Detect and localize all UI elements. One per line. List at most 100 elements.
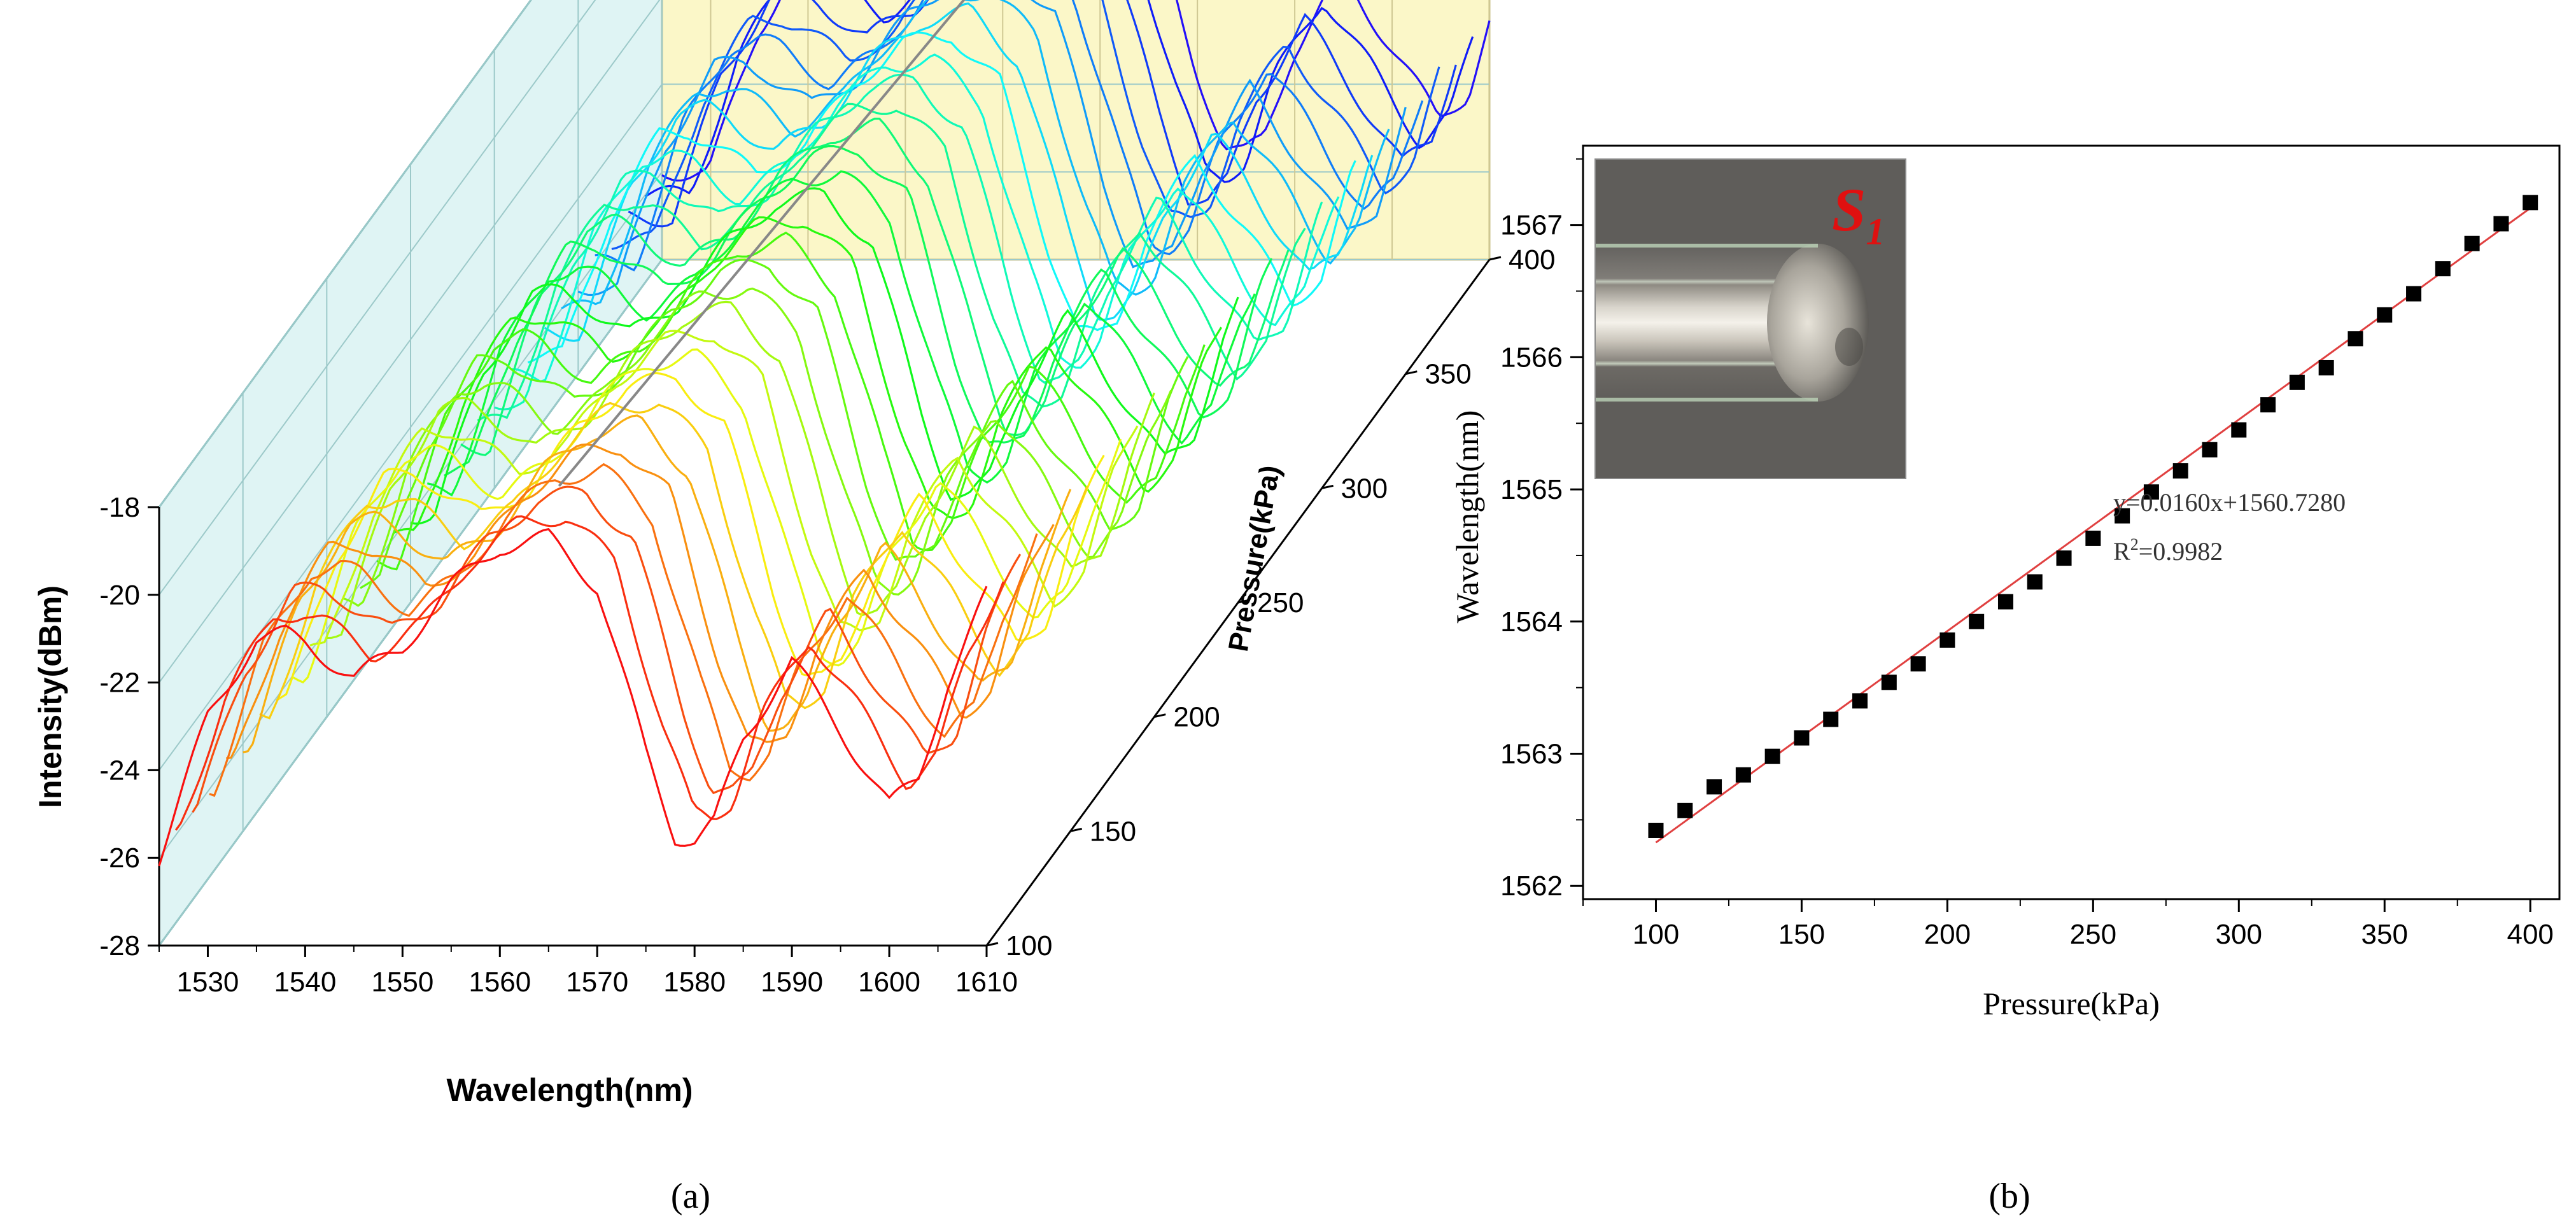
y-tick-label: 1562 <box>1500 870 1563 902</box>
panel-b-tick-labels: 100 150 200 250 300 350 400 1562 1563 1564 1565 156… <box>1500 210 2554 950</box>
z-tick-mark <box>1237 599 1250 604</box>
x-tick-label: 250 <box>2070 919 2116 950</box>
spectrum-line <box>443 145 1273 477</box>
y-tick-label: 1567 <box>1500 210 1563 241</box>
data-point <box>1707 779 1722 795</box>
panel-b-fit-equation: y=0.0160x+1560.7280 <box>2113 488 2346 517</box>
data-point <box>2523 195 2538 211</box>
y-tick-label: 1566 <box>1500 342 1563 373</box>
x-tick-label: 400 <box>2507 919 2553 950</box>
spectrum-line <box>209 463 1038 797</box>
data-point <box>2085 530 2101 546</box>
panel-b-y-axis-title: Wavelength(nm) <box>1449 410 1485 624</box>
data-point <box>2202 442 2218 458</box>
spectrum-line <box>276 372 1105 701</box>
panel-a-tick-labels: 1530 1540 1550 1560 1570 1580 1590 1600 1610 -28 -… <box>99 244 1555 998</box>
data-point <box>2115 508 2130 524</box>
data-point <box>1910 656 1926 672</box>
x-tick-label: 150 <box>1778 919 1825 950</box>
spectrum-line <box>577 0 1407 297</box>
panel-a-spectra <box>158 0 1491 867</box>
x-tick-label: 1540 <box>274 967 336 998</box>
spectrum-line <box>460 117 1290 456</box>
x-tick-label: 1550 <box>371 967 433 998</box>
spectrum-line <box>226 443 1055 760</box>
y-tick-label: -20 <box>99 580 140 611</box>
spectrum-line <box>644 0 1474 198</box>
z-tick-mark <box>1321 484 1334 489</box>
panel-b-data-points <box>1648 195 2538 838</box>
panel-a-y-axis-title: Intensity(dBm) <box>32 585 68 808</box>
data-point <box>1823 711 1839 727</box>
data-point <box>2435 261 2451 277</box>
panel-b-axes <box>1570 158 2531 912</box>
y-tick-label: 1563 <box>1500 739 1563 770</box>
data-point <box>1677 802 1693 818</box>
data-point <box>1852 693 1868 709</box>
data-point <box>2172 463 2188 479</box>
data-point <box>2260 397 2276 413</box>
spectrum-line <box>494 73 1323 410</box>
data-point <box>2347 331 2363 347</box>
data-point <box>2289 374 2305 390</box>
spectrum-line <box>426 170 1256 497</box>
data-point <box>2027 574 2043 590</box>
data-point <box>1939 632 1955 648</box>
spectrum-line <box>243 414 1072 753</box>
z-tick-label: 250 <box>1257 587 1304 618</box>
spectrum-line <box>259 402 1088 720</box>
spectrum-line <box>628 0 1457 228</box>
z-tick-mark <box>1154 713 1166 718</box>
z-tick-label: 200 <box>1173 702 1220 733</box>
panel-a-x-axis-title: Wavelength(nm) <box>446 1072 693 1108</box>
x-tick-label: 1560 <box>468 967 531 998</box>
spectrum-line <box>611 0 1440 250</box>
y-tick-label: -18 <box>99 492 140 523</box>
spectrum-line <box>393 216 1223 534</box>
spectrum-line <box>292 348 1122 684</box>
y-tick-label: 1564 <box>1500 606 1563 638</box>
panel-b-inset-image <box>1595 159 1906 479</box>
spectrum-line <box>477 102 1306 422</box>
panel-b-scatter-chart: S1 100 150 200 250 300 350 400 1562 1563 1564 1565… <box>1449 144 2561 1216</box>
panel-a-peak-trend-line <box>558 0 966 487</box>
spectrum-line <box>192 486 1022 813</box>
spectrum-line <box>327 300 1155 639</box>
spectrum-line <box>410 187 1239 525</box>
x-tick-label: 200 <box>1924 919 1971 950</box>
z-tick-label: 350 <box>1425 359 1471 390</box>
x-tick-label: 1590 <box>761 967 823 998</box>
data-point <box>2231 422 2247 438</box>
x-tick-label: 300 <box>2216 919 2262 950</box>
y-tick-label: 1565 <box>1500 474 1563 505</box>
y-tick-label: -22 <box>99 667 140 699</box>
data-point <box>1881 674 1897 690</box>
z-tick-label: 400 <box>1509 244 1555 276</box>
spectrum-line <box>527 31 1356 364</box>
spectrum-line <box>158 528 988 867</box>
data-point <box>1969 613 1985 629</box>
data-point <box>2464 235 2480 251</box>
data-point <box>1764 748 1780 764</box>
panel-b-x-axis-title: Pressure(kPa) <box>1983 986 2160 1021</box>
spectrum-line <box>343 287 1172 607</box>
spectrum-line <box>175 515 1004 831</box>
y-tick-label: -24 <box>99 755 140 786</box>
z-tick-label: 100 <box>1006 930 1052 961</box>
x-tick-label: 1530 <box>177 967 239 998</box>
panel-a-z-axis-title: Pressure(kPa) <box>1223 463 1286 653</box>
spectrum-line <box>595 0 1424 272</box>
z-tick-label: 300 <box>1341 473 1388 504</box>
x-tick-label: 1570 <box>566 967 628 998</box>
data-point <box>2493 216 2509 232</box>
panel-a-waterfall-chart: 1530 1540 1550 1560 1570 1580 1590 1600 1610 -28 -… <box>32 0 1555 1216</box>
spectrum-line <box>309 330 1139 646</box>
spectrum-line <box>376 231 1206 571</box>
x-tick-label: 100 <box>1633 919 1679 950</box>
panel-b-inset-label: S1 <box>1832 176 1885 253</box>
z-tick-mark <box>1405 370 1418 375</box>
data-point <box>2377 307 2393 323</box>
spectrum-line <box>510 53 1340 383</box>
x-tick-label: 350 <box>2361 919 2408 950</box>
spectrum-line <box>360 258 1189 589</box>
